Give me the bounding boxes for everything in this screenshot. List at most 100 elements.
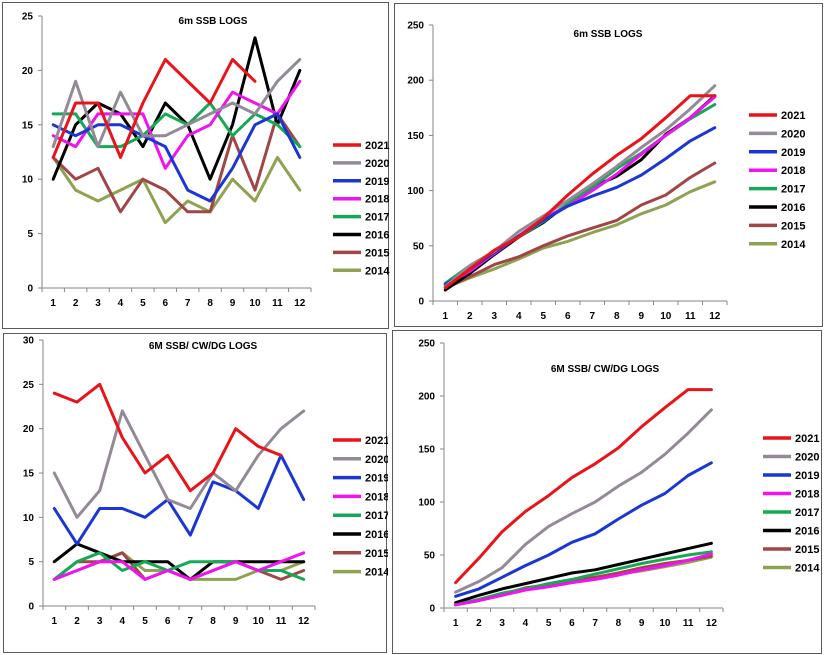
x-tick-label: 11: [683, 618, 694, 629]
legend-label-2019: 2019: [365, 473, 388, 485]
legend-label-2014: 2014: [365, 265, 390, 277]
x-tick-label: 12: [298, 616, 310, 627]
legend-label-2017: 2017: [795, 507, 819, 519]
series-line-2017: [51, 101, 302, 149]
y-tick-label: 150: [407, 131, 424, 142]
x-tick-label: 5: [546, 618, 552, 629]
y-tick-label: 200: [407, 76, 424, 87]
y-tick-label: 20: [23, 424, 35, 435]
x-tick-label: 7: [188, 616, 194, 627]
legend-label-2016: 2016: [365, 529, 388, 541]
legend-label-2016: 2016: [795, 526, 819, 538]
series-line-2015: [51, 112, 302, 214]
series-line-2016: [454, 541, 713, 605]
series-line-2021: [443, 94, 717, 290]
x-tick-label: 4: [516, 311, 522, 322]
x-tick-label: 8: [614, 311, 620, 322]
legend-label-2016: 2016: [781, 202, 805, 214]
x-tick-label: 2: [476, 618, 482, 629]
legend-label-2017: 2017: [365, 212, 389, 224]
series-line-2020: [52, 409, 306, 519]
x-tick-label: 4: [118, 298, 124, 309]
y-tick-label: 10: [23, 513, 35, 524]
series-line-2020: [51, 58, 302, 149]
chart-title: 6m SSB LOGS: [179, 16, 248, 27]
legend-label-2021: 2021: [795, 433, 819, 445]
y-tick-label: 25: [23, 380, 35, 391]
x-tick-label: 12: [709, 311, 721, 322]
legend-label-2021: 2021: [365, 140, 389, 152]
x-tick-label: 2: [467, 311, 473, 322]
y-tick-label: 25: [22, 12, 34, 23]
x-tick-label: 2: [74, 616, 80, 627]
x-tick-label: 3: [499, 618, 505, 629]
series-line-2015: [443, 161, 717, 290]
series-line-2019: [51, 112, 302, 203]
y-tick-label: 0: [429, 604, 435, 615]
x-tick-label: 10: [660, 311, 672, 322]
x-tick-label: 9: [639, 618, 645, 629]
x-tick-label: 1: [442, 311, 448, 322]
x-tick-label: 11: [685, 311, 696, 322]
y-tick-label: 50: [413, 241, 425, 252]
series-line-2016: [51, 36, 302, 181]
x-tick-label: 4: [523, 618, 529, 629]
x-tick-label: 7: [592, 618, 598, 629]
x-tick-label: 6: [165, 616, 171, 627]
legend-label-2015: 2015: [781, 220, 805, 232]
chart-panel-3: 0 5 10 15 20 25 30 1 2 3 4 5 6 7 8 9 10 11 12 6M SSB/ CW/DG…: [3, 333, 388, 653]
x-tick-label: 5: [140, 298, 146, 309]
chart-panel-4: 0 50 100 150 200 250 1 2 3 4 5 6 7 8 9 10 11 12 6M SSB/ CW…: [392, 330, 822, 654]
x-tick-label: 5: [142, 616, 148, 627]
legend-label-2015: 2015: [365, 247, 389, 259]
legend-label-2018: 2018: [781, 165, 805, 177]
legend-label-2021: 2021: [365, 435, 388, 447]
x-tick-label: 8: [616, 618, 622, 629]
y-tick-label: 100: [418, 498, 435, 509]
series-line-2021: [454, 388, 713, 585]
x-tick-label: 6: [565, 311, 571, 322]
legend-label-2018: 2018: [795, 489, 819, 501]
series-line-2021: [51, 58, 257, 159]
legend-label-2020: 2020: [795, 452, 819, 464]
x-tick-label: 7: [185, 298, 191, 309]
legend-label-2017: 2017: [781, 184, 805, 196]
legend-label-2014: 2014: [365, 567, 388, 579]
x-tick-label: 11: [276, 616, 287, 627]
y-tick-label: 30: [23, 336, 35, 347]
chart-title: 6M SSB/ CW/DG LOGS: [551, 364, 660, 375]
x-tick-label: 7: [589, 311, 595, 322]
y-tick-label: 15: [22, 120, 34, 131]
legend-label-2016: 2016: [365, 230, 389, 242]
legend-label-2014: 2014: [781, 239, 806, 251]
legend-label-2020: 2020: [365, 454, 388, 466]
series-line-2014: [51, 155, 302, 225]
series-line-2018: [454, 552, 713, 607]
y-tick-label: 100: [407, 186, 424, 197]
series-line-2014: [443, 180, 717, 290]
y-tick-label: 250: [407, 21, 424, 32]
y-tick-label: 0: [27, 284, 33, 295]
series-line-2020: [454, 408, 713, 594]
series-line-2017: [454, 550, 713, 607]
x-tick-label: 11: [272, 298, 283, 309]
legend-label-2018: 2018: [365, 194, 389, 206]
y-tick-label: 150: [418, 445, 435, 456]
x-tick-label: 12: [706, 618, 718, 629]
x-tick-label: 6: [569, 618, 575, 629]
x-tick-label: 10: [249, 298, 261, 309]
x-tick-label: 4: [120, 616, 126, 627]
y-tick-label: 200: [418, 392, 435, 403]
series-line-2021: [52, 382, 283, 493]
x-tick-label: 8: [210, 616, 216, 627]
series-line-2019: [52, 453, 306, 546]
legend-label-2015: 2015: [795, 544, 819, 556]
x-tick-label: 3: [95, 298, 101, 309]
series-line-2019: [454, 461, 713, 598]
x-tick-label: 1: [453, 618, 459, 629]
x-tick-label: 9: [230, 298, 236, 309]
chart-panel-1: 0 5 10 15 20 25 1 2 3 4 5 6 7 8 9 10 11 12 6m SSB LOGS 2021…: [2, 2, 390, 329]
legend-label-2020: 2020: [781, 128, 805, 140]
